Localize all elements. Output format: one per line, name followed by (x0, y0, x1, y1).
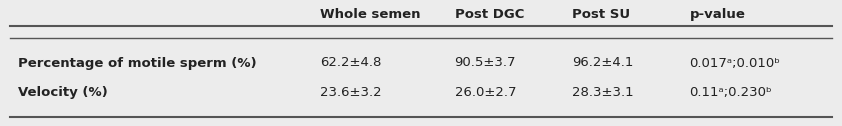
Text: 62.2±4.8: 62.2±4.8 (320, 56, 381, 70)
Text: 0.11ᵃ;0.230ᵇ: 0.11ᵃ;0.230ᵇ (690, 86, 772, 99)
Text: 90.5±3.7: 90.5±3.7 (455, 56, 516, 70)
Text: 26.0±2.7: 26.0±2.7 (455, 86, 516, 99)
Text: Whole semen: Whole semen (320, 8, 421, 21)
Text: Post SU: Post SU (572, 8, 630, 21)
Text: 28.3±3.1: 28.3±3.1 (572, 86, 634, 99)
Text: Percentage of motile sperm (%): Percentage of motile sperm (%) (19, 56, 257, 70)
Text: 0.017ᵃ;0.010ᵇ: 0.017ᵃ;0.010ᵇ (690, 56, 781, 70)
Text: Velocity (%): Velocity (%) (19, 86, 108, 99)
Text: 96.2±4.1: 96.2±4.1 (572, 56, 633, 70)
Text: 23.6±3.2: 23.6±3.2 (320, 86, 382, 99)
Text: p-value: p-value (690, 8, 745, 21)
Text: Post DGC: Post DGC (455, 8, 524, 21)
